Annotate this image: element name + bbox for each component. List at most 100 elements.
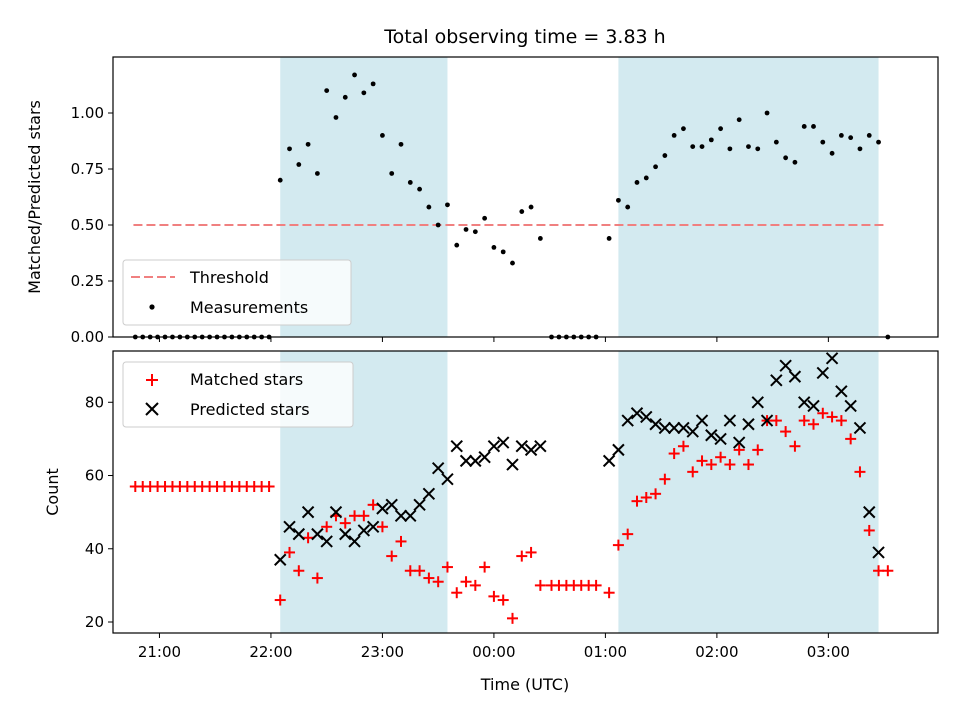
measurement-point — [445, 202, 450, 208]
y-tick-label: 0.50 — [71, 216, 104, 234]
matched-point — [404, 565, 416, 577]
matched-point — [497, 594, 509, 606]
matched-point — [835, 415, 847, 427]
x-tick-label: 22:00 — [249, 643, 292, 661]
predicted-point — [798, 396, 811, 409]
y-tick-label: 40 — [85, 540, 104, 558]
predicted-point — [705, 429, 718, 442]
measurement-point — [342, 94, 348, 100]
predicted-point — [357, 524, 371, 537]
measurement-point — [857, 146, 863, 152]
measurement-point — [296, 162, 302, 167]
y-tick-label: 20 — [85, 613, 104, 631]
measurement-point — [690, 144, 696, 150]
predicted-point — [348, 535, 361, 548]
legend-threshold-label: Threshold — [189, 268, 269, 287]
measurement-point — [866, 133, 872, 138]
predicted-point — [612, 443, 625, 457]
y-tick-label: 80 — [85, 393, 104, 411]
predicted-point — [630, 407, 644, 420]
measurement-point — [454, 242, 460, 248]
x-tick-label: 01:00 — [584, 643, 627, 661]
top-panel: 0.00 0.25 0.50 0.75 1.00 Matched/Predicted s… — [25, 56, 939, 346]
legend-predicted-swatch — [145, 402, 159, 416]
measurement-point — [708, 137, 714, 143]
predicted-point — [274, 553, 287, 566]
predicted-point — [825, 352, 839, 365]
top-legend-box — [122, 259, 352, 326]
measurement-point — [811, 124, 816, 129]
predicted-point — [844, 399, 857, 413]
measurement-point — [792, 159, 798, 165]
predicted-point — [301, 505, 315, 519]
measurement-point — [736, 117, 742, 123]
measurement-point — [653, 164, 658, 170]
measurement-point — [616, 197, 621, 203]
y-tick-label: 1.00 — [71, 104, 104, 122]
top-y-ticks: 0.00 0.25 0.50 0.75 1.00 — [71, 104, 113, 346]
measurement-point — [389, 171, 395, 176]
matched-point — [826, 411, 838, 423]
matched-point — [631, 495, 643, 507]
matched-point — [789, 440, 801, 452]
measurement-point — [519, 209, 525, 214]
matched-point — [263, 481, 275, 493]
predicted-point — [760, 414, 774, 427]
measurement-points — [132, 72, 891, 340]
matched-point — [339, 517, 351, 529]
predicted-point — [422, 487, 436, 501]
predicted-point — [779, 359, 792, 372]
y-tick-label: 0.00 — [71, 328, 104, 346]
predicted-point — [339, 527, 352, 541]
measurement-point — [537, 236, 543, 241]
matched-point — [525, 546, 537, 558]
matched-point — [715, 451, 727, 463]
bottom-legend-box — [122, 361, 354, 428]
predicted-point — [320, 535, 333, 548]
matched-point — [414, 565, 426, 577]
predicted-point — [524, 443, 538, 457]
matched-point — [488, 590, 500, 602]
matched-point — [349, 510, 361, 522]
predicted-point — [714, 432, 727, 446]
measurement-point — [727, 146, 733, 152]
matched-point — [742, 459, 754, 471]
measurement-point — [500, 249, 506, 255]
matched-point — [780, 426, 792, 438]
measurement-point — [333, 115, 339, 120]
predicted-point — [431, 461, 445, 475]
matched-point — [640, 491, 652, 503]
count-points — [129, 352, 894, 624]
predicted-point — [478, 451, 491, 464]
observing-interval — [618, 351, 879, 633]
measurement-point — [773, 139, 779, 145]
predicted-point — [283, 520, 296, 533]
predicted-point — [376, 502, 389, 515]
matched-point — [311, 572, 323, 584]
predicted-point — [506, 458, 519, 471]
measurement-point — [625, 204, 631, 210]
measurement-point — [352, 72, 357, 78]
measurement-point — [528, 204, 534, 210]
matched-point — [724, 459, 736, 471]
measurement-point — [324, 88, 330, 93]
x-tick-label: 00:00 — [472, 643, 515, 661]
matched-point — [845, 433, 857, 445]
matched-point — [395, 535, 407, 547]
measurement-point — [426, 204, 432, 210]
matched-point — [423, 572, 435, 584]
matched-point — [590, 579, 602, 591]
matched-point — [284, 546, 296, 558]
bottom-y-axis-label: Count — [43, 468, 62, 516]
predicted-point — [723, 414, 737, 427]
bottom-panel: 20 40 60 80 21:00 22:00 23:00 00:00 01:00 02:00 0… — [43, 350, 939, 694]
predicted-point — [311, 527, 324, 541]
measurement-point — [472, 229, 478, 235]
matched-point — [650, 488, 662, 500]
observing-interval — [618, 57, 879, 337]
predicted-point — [667, 421, 681, 435]
measurement-point — [634, 180, 640, 185]
bottom-y-ticks: 20 40 60 80 — [85, 393, 113, 631]
measurement-point — [606, 236, 612, 241]
legend-measurement-swatch — [149, 304, 155, 310]
